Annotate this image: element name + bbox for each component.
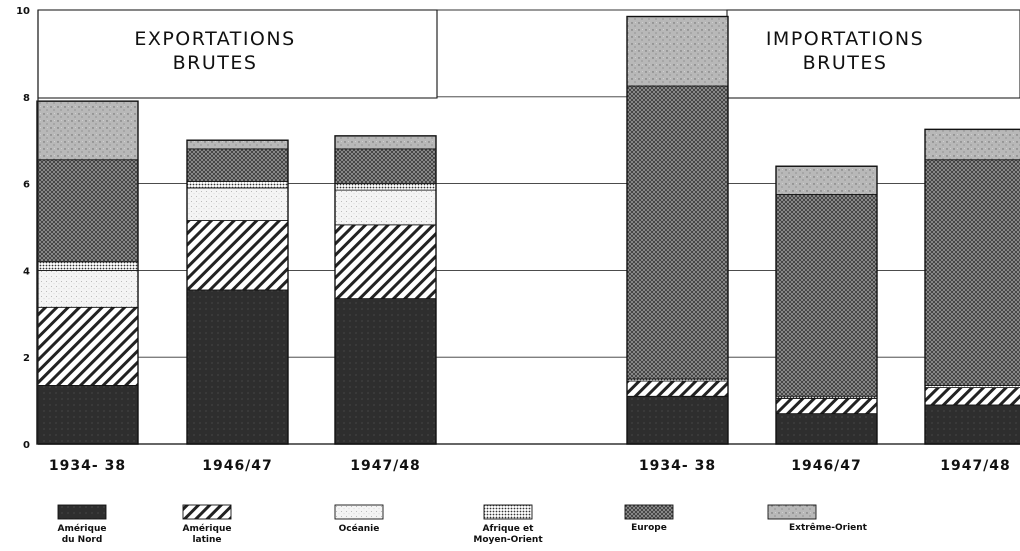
bar-segment xyxy=(924,387,1020,406)
legend-swatch xyxy=(624,504,674,520)
y-tick-label: 8 xyxy=(23,93,30,104)
bar-segment xyxy=(334,224,437,300)
bar-segment xyxy=(36,261,139,271)
bar-segment xyxy=(334,298,437,445)
y-tick-label: 10 xyxy=(16,6,30,17)
export-title-frame xyxy=(37,9,438,99)
bar-segment xyxy=(334,135,437,150)
bar-segment xyxy=(775,398,878,415)
bar-segment xyxy=(334,189,437,226)
bar-segment xyxy=(186,139,289,150)
import-title-line: IMPORTATIONS xyxy=(766,28,924,50)
bar-outline xyxy=(775,165,878,445)
bar-segment xyxy=(36,385,139,445)
x-category-label: 1947/48 xyxy=(940,458,1011,474)
legend-swatch xyxy=(767,504,817,520)
bar-segment xyxy=(334,183,437,191)
import-title-line: BRUTES xyxy=(803,52,888,74)
legend-label: Extrême-Orient xyxy=(789,522,868,533)
bar-outline xyxy=(186,139,289,445)
y-tick-label: 0 xyxy=(23,440,30,451)
bar-segment xyxy=(186,148,289,182)
legend-label: Afrique et xyxy=(483,524,535,534)
legend-label: Amérique xyxy=(58,523,107,534)
import-title-frame xyxy=(726,9,1020,99)
bar-segment xyxy=(334,148,437,185)
bar-segment xyxy=(775,165,878,195)
legend-swatch xyxy=(483,504,533,520)
bar-segment xyxy=(186,187,289,221)
legend-label: Europe xyxy=(631,523,667,533)
export-title-line: BRUTES xyxy=(173,52,258,74)
bar-segment xyxy=(924,404,1020,445)
y-tick-label: 6 xyxy=(23,180,30,191)
bars xyxy=(36,15,1020,445)
bar-outline xyxy=(924,128,1020,445)
bar-segment xyxy=(924,128,1020,161)
legend-label: Moyen-Orient xyxy=(473,535,543,545)
bar-segment xyxy=(626,380,729,397)
bar-segment xyxy=(775,194,878,397)
x-category-label: 1934- 38 xyxy=(639,458,716,474)
x-category-label: 1934- 38 xyxy=(49,458,126,474)
x-category-label: 1946/47 xyxy=(202,458,273,474)
bar-segment xyxy=(626,16,729,87)
legend-swatch xyxy=(334,504,384,520)
y-tick-label: 2 xyxy=(23,353,30,364)
legend-label: du Nord xyxy=(62,535,103,545)
bar-segment xyxy=(36,306,139,386)
bar-segment xyxy=(36,100,139,161)
export-title-line: EXPORTATIONS xyxy=(134,28,295,50)
title-frames xyxy=(37,9,1020,99)
legend-label: Amérique xyxy=(183,523,232,534)
bar-segment xyxy=(36,159,139,263)
bar-segment xyxy=(924,159,1020,386)
bar-outline xyxy=(334,135,437,445)
legend-swatch xyxy=(57,504,107,520)
x-category-label: 1946/47 xyxy=(791,458,862,474)
bar-segment xyxy=(626,395,729,445)
legend-swatch xyxy=(182,504,232,520)
y-tick-label: 4 xyxy=(23,266,30,277)
legend-label: Océanie xyxy=(339,523,380,534)
bar-segment xyxy=(186,289,289,445)
bar-outline xyxy=(626,15,729,445)
y-axis: 0 2 4 6 8 10 xyxy=(16,6,39,451)
bar-segment xyxy=(36,269,139,308)
bar-segment xyxy=(775,413,878,445)
bar-outline xyxy=(36,100,139,445)
bar-segment xyxy=(186,220,289,291)
x-category-label: 1947/48 xyxy=(350,458,421,474)
legend-label: latine xyxy=(192,535,221,545)
bar-segment xyxy=(186,181,289,189)
bar-segment xyxy=(626,85,729,380)
